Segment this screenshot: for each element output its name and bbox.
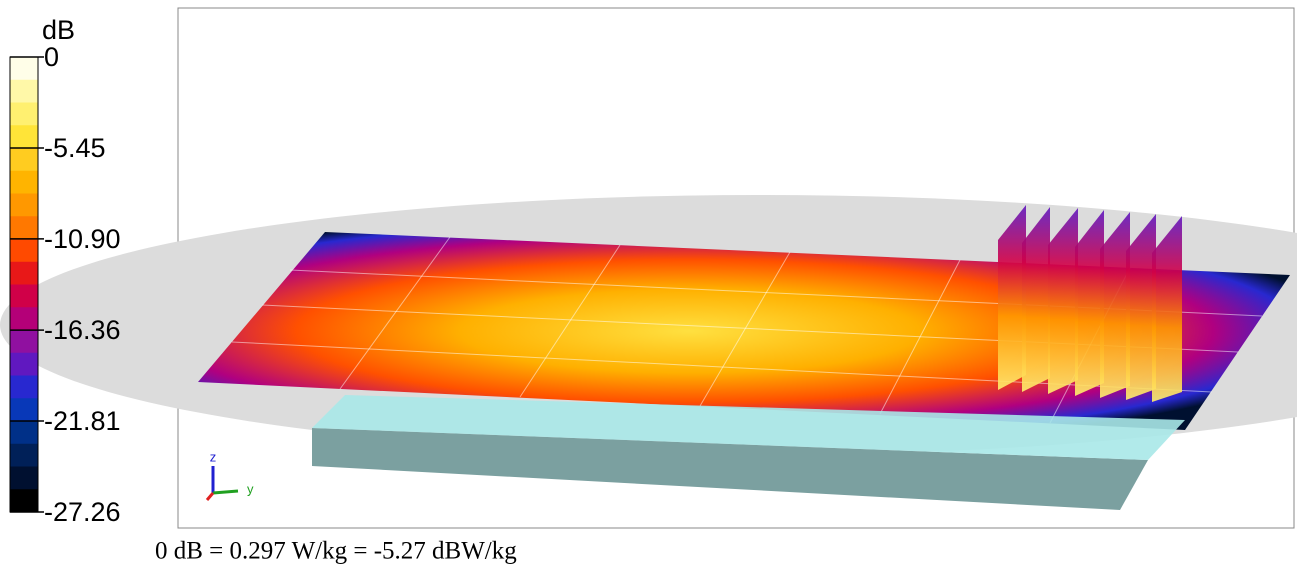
colorbar-band (10, 193, 38, 217)
device-side (312, 428, 1148, 510)
colorbar-band (10, 330, 38, 354)
colorbar-tick-label: -16.36 (44, 315, 121, 345)
axis-triad (205, 466, 239, 501)
colorbar-band (10, 216, 38, 240)
colorbar-band (10, 375, 38, 399)
colorbar-tick-label: 0 (44, 42, 59, 72)
colorbar-band (10, 284, 38, 308)
axis-label: y (247, 481, 254, 496)
colorbar-band (10, 307, 38, 331)
colorbar-tick-label: -10.90 (44, 224, 121, 254)
colorbar-band (10, 79, 38, 103)
colorbar-band (10, 239, 38, 263)
caption: 0 dB = 0.297 W/kg = -5.27 dBW/kg (155, 538, 517, 565)
colorbar-band (10, 261, 38, 285)
colorbar-band (10, 125, 38, 149)
colorbar-band (10, 421, 38, 445)
colorbar-band (10, 148, 38, 172)
probe-panels (998, 205, 1182, 402)
colorbar: 0 -5.45 -10.90 -16.36 -21.81 -27.26 (9, 42, 121, 527)
colorbar-unit: dB (42, 15, 75, 45)
colorbar-tick-label: -27.26 (44, 497, 121, 527)
colorbar-band (10, 352, 38, 376)
colorbar-band (10, 170, 38, 194)
colorbar-band (10, 443, 38, 467)
colorbar-band (10, 489, 38, 513)
device-top (312, 395, 1185, 460)
colorbar-band (10, 102, 38, 126)
axis-label: z (210, 449, 217, 464)
colorbar-tick-label: -21.81 (44, 406, 121, 436)
colorbar-tick-label: -5.45 (44, 133, 106, 163)
colorbar-band (10, 466, 38, 490)
colorbar-band (10, 398, 38, 422)
colorbar-band (10, 57, 38, 81)
